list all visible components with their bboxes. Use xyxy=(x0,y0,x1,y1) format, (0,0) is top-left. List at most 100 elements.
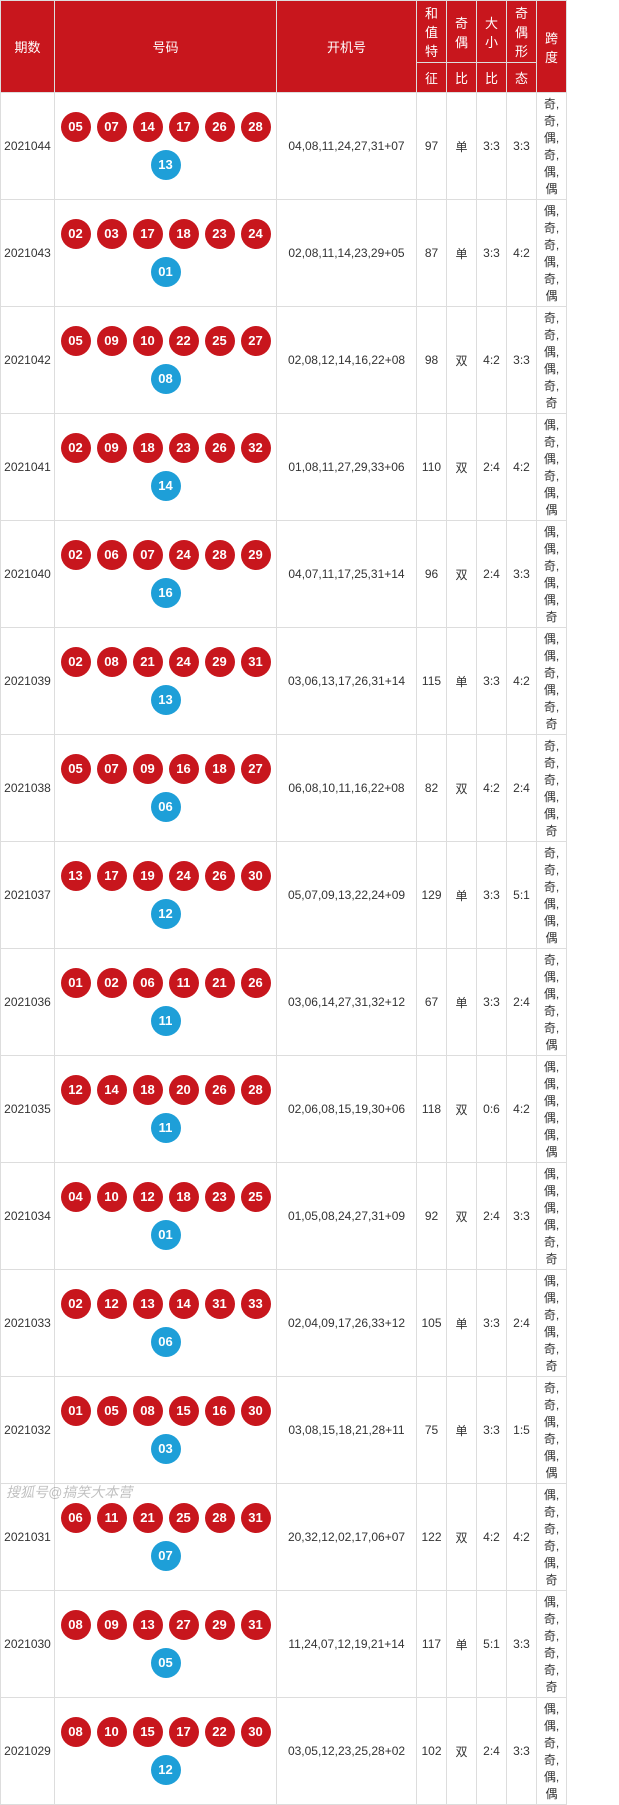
table-row: 20210371317192426301205,07,09,13,22,24+0… xyxy=(1,842,619,949)
red-ball: 17 xyxy=(133,219,163,249)
cell-oe: 双 xyxy=(447,307,477,414)
cell-oe: 双 xyxy=(447,1056,477,1163)
cell-numbers: 02082124293113 xyxy=(55,628,277,735)
cell-sum: 105 xyxy=(417,1270,447,1377)
cell-oe: 单 xyxy=(447,1270,477,1377)
red-ball: 24 xyxy=(241,219,271,249)
red-ball: 01 xyxy=(61,968,91,998)
cell-numbers: 02121314313306 xyxy=(55,1270,277,1377)
red-ball: 16 xyxy=(205,1396,235,1426)
cell-open: 02,08,11,14,23,29+05 xyxy=(277,200,417,307)
red-ball: 14 xyxy=(133,112,163,142)
cell-oe-ratio: 3:3 xyxy=(477,949,507,1056)
cell-oe: 单 xyxy=(447,200,477,307)
lottery-table: 期数 号码 开机号 和值特 奇偶 奇偶 大小 奇偶形 跨度 征 比 比 态 20… xyxy=(0,0,619,1805)
cell-open: 02,08,12,14,16,22+08 xyxy=(277,307,417,414)
cell-pattern: 偶,偶,偶,偶,偶,偶 xyxy=(537,1056,567,1163)
cell-sum: 82 xyxy=(417,735,447,842)
red-ball: 17 xyxy=(169,112,199,142)
red-ball: 13 xyxy=(61,861,91,891)
cell-sum: 118 xyxy=(417,1056,447,1163)
red-ball: 12 xyxy=(133,1182,163,1212)
red-ball: 19 xyxy=(133,861,163,891)
table-row: 20210430203171823240102,08,11,14,23,29+0… xyxy=(1,200,619,307)
red-ball: 18 xyxy=(169,219,199,249)
red-ball: 29 xyxy=(205,647,235,677)
red-ball: 27 xyxy=(169,1610,199,1640)
red-ball: 23 xyxy=(169,433,199,463)
cell-open: 01,08,11,27,29,33+06 xyxy=(277,414,417,521)
red-ball: 18 xyxy=(169,1182,199,1212)
cell-oe-ratio: 2:4 xyxy=(477,1163,507,1270)
cell-bs-ratio: 3:3 xyxy=(507,1163,537,1270)
header-bs-top: 大小 xyxy=(477,1,507,63)
blue-ball: 11 xyxy=(151,1006,181,1036)
cell-bs-ratio: 4:2 xyxy=(507,1056,537,1163)
cell-bs-ratio: 3:3 xyxy=(507,307,537,414)
cell-bs-ratio: 2:4 xyxy=(507,735,537,842)
cell-oe: 单 xyxy=(447,1377,477,1484)
cell-sum: 117 xyxy=(417,1591,447,1698)
red-ball: 26 xyxy=(205,861,235,891)
red-ball: 28 xyxy=(205,540,235,570)
cell-bs-ratio: 3:3 xyxy=(507,1698,537,1805)
red-ball: 31 xyxy=(241,647,271,677)
red-ball: 14 xyxy=(97,1075,127,1105)
cell-numbers: 01050815163003 xyxy=(55,1377,277,1484)
red-ball: 23 xyxy=(205,219,235,249)
cell-pattern: 偶,偶,奇,偶,奇,奇 xyxy=(537,628,567,735)
cell-period: 2021039 xyxy=(1,628,55,735)
table-row: 20210320105081516300303,08,15,18,21,28+1… xyxy=(1,1377,619,1484)
blue-ball: 01 xyxy=(151,1220,181,1250)
red-ball: 10 xyxy=(97,1717,127,1747)
cell-oe-ratio: 4:2 xyxy=(477,1484,507,1591)
cell-pattern: 奇,奇,奇,偶,偶,奇 xyxy=(537,735,567,842)
red-ball: 17 xyxy=(169,1717,199,1747)
cell-oe: 双 xyxy=(447,735,477,842)
cell-period: 2021034 xyxy=(1,1163,55,1270)
red-ball: 02 xyxy=(61,647,91,677)
cell-sum: 115 xyxy=(417,628,447,735)
cell-bs-ratio: 3:3 xyxy=(507,93,537,200)
red-ball: 24 xyxy=(169,647,199,677)
table-body: 20210440507141726281304,08,11,24,27,31+0… xyxy=(1,93,619,1805)
red-ball: 08 xyxy=(61,1717,91,1747)
cell-pattern: 奇,奇,奇,偶,偶,偶 xyxy=(537,842,567,949)
red-ball: 20 xyxy=(169,1075,199,1105)
header-numbers: 号码 xyxy=(55,1,277,93)
cell-sum: 67 xyxy=(417,949,447,1056)
red-ball: 07 xyxy=(97,754,127,784)
red-ball: 26 xyxy=(241,968,271,998)
blue-ball: 14 xyxy=(151,471,181,501)
cell-pattern: 偶,奇,奇,奇,偶,奇 xyxy=(537,1484,567,1591)
blue-ball: 12 xyxy=(151,899,181,929)
cell-period: 2021030 xyxy=(1,1591,55,1698)
cell-oe: 单 xyxy=(447,93,477,200)
red-ball: 08 xyxy=(97,647,127,677)
cell-oe: 单 xyxy=(447,628,477,735)
red-ball: 30 xyxy=(241,1396,271,1426)
red-ball: 25 xyxy=(205,326,235,356)
cell-period: 2021043 xyxy=(1,200,55,307)
cell-sum: 98 xyxy=(417,307,447,414)
red-ball: 09 xyxy=(97,1610,127,1640)
blue-ball: 07 xyxy=(151,1541,181,1571)
blue-ball: 01 xyxy=(151,257,181,287)
cell-open: 05,07,09,13,22,24+09 xyxy=(277,842,417,949)
cell-numbers: 08091327293105 xyxy=(55,1591,277,1698)
cell-oe-ratio: 3:3 xyxy=(477,628,507,735)
red-ball: 31 xyxy=(205,1289,235,1319)
cell-numbers: 04101218232501 xyxy=(55,1163,277,1270)
cell-pattern: 偶,偶,奇,偶,奇,奇 xyxy=(537,1270,567,1377)
cell-numbers: 05071417262813 xyxy=(55,93,277,200)
red-ball: 28 xyxy=(241,112,271,142)
cell-numbers: 13171924263012 xyxy=(55,842,277,949)
cell-sum: 75 xyxy=(417,1377,447,1484)
red-ball: 12 xyxy=(61,1075,91,1105)
blue-ball: 13 xyxy=(151,150,181,180)
blue-ball: 16 xyxy=(151,578,181,608)
red-ball: 08 xyxy=(61,1610,91,1640)
table-row: 20210420509102225270802,08,12,14,16,22+0… xyxy=(1,307,619,414)
cell-period: 2021041 xyxy=(1,414,55,521)
cell-open: 03,08,15,18,21,28+11 xyxy=(277,1377,417,1484)
